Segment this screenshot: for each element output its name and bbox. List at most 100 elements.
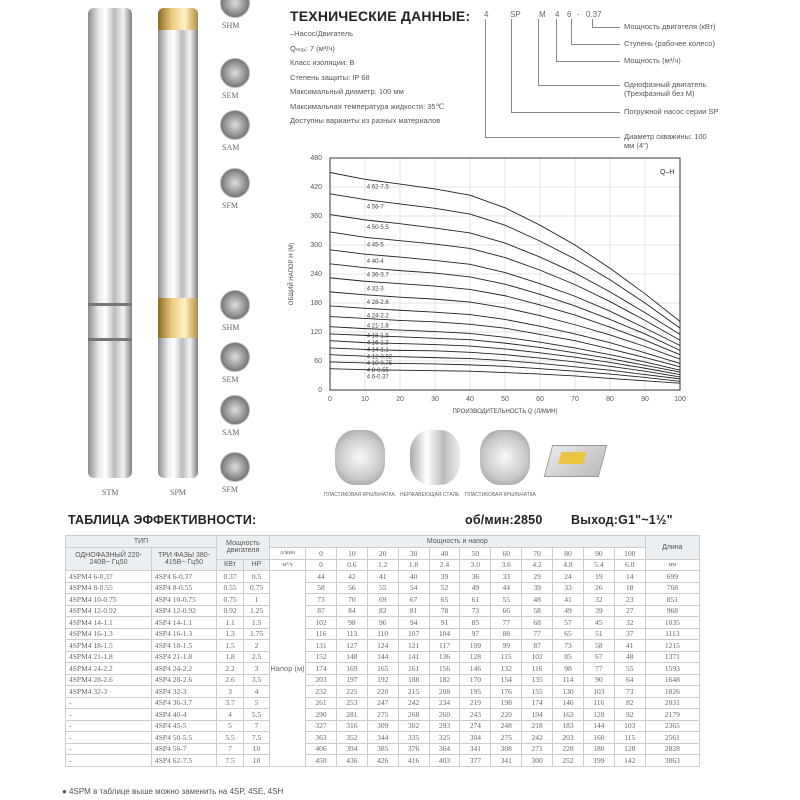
head-value: 127	[335, 639, 368, 652]
head-value: 234	[428, 696, 461, 709]
head-value: 243	[459, 708, 492, 721]
head-value: 29	[521, 570, 553, 583]
x-tick-label: 30	[431, 396, 439, 403]
head-value: 327	[305, 719, 337, 732]
head-value: 192	[366, 673, 399, 686]
head-value: 148	[335, 650, 368, 663]
head-value: 77	[490, 616, 523, 629]
head-value: 426	[366, 754, 399, 767]
x-tick-label: 80	[606, 396, 614, 403]
footnote: ● 4SPM в таблице выше можно заменить на …	[62, 787, 284, 796]
head-value: 128	[459, 650, 492, 663]
model-single-phase: 4SPM4 21-1.8	[65, 650, 152, 663]
feature-label-1: ПЛАСТИКОВАЯ КРЫЛЬЧАТКА	[324, 492, 395, 498]
head-value: 293	[428, 719, 461, 732]
head-value: 64	[613, 673, 646, 686]
x-tick-label: 60	[536, 396, 544, 403]
model-single-phase: 4SPM4 32-3	[65, 685, 152, 698]
power-kw: 1.3	[216, 627, 244, 640]
series-label: 4 24-2.2	[367, 313, 390, 319]
series-line	[329, 249, 681, 346]
power-kw: 3	[216, 685, 244, 698]
series-line	[329, 354, 681, 380]
table-row: 4SPM4 6-0.37 4SP4 6-0.37 0.37 0.5 Напор (м) 4…	[65, 570, 701, 767]
tech-title: ТЕХНИЧЕСКИЕ ДАННЫЕ:	[290, 8, 471, 24]
performance-table: ТИП Мощность двигателя Мощность и напор Дли…	[65, 535, 701, 767]
head-value: 115	[613, 731, 646, 744]
x-tick-label: 90	[641, 396, 649, 403]
head-value: 341	[459, 742, 492, 755]
flow-m3h: 4.2	[521, 558, 553, 571]
head-value: 73	[305, 593, 337, 606]
code-description: Мощность двигателя (кВт)	[624, 22, 716, 31]
header-hp: HP	[243, 558, 270, 571]
table-row: -4SP4 62-7.5 7.5 10 450 436 426 416 403 377 341 30…	[65, 754, 701, 767]
head-value: 52	[428, 581, 461, 594]
power-hp: 7.5	[243, 731, 270, 744]
y-tick-label: 0	[318, 387, 322, 394]
table-row: -4SP4 40-4 4 5.5 290 281 275 268 260 243 220 194 16…	[65, 708, 701, 721]
length-mm: 2828	[644, 742, 701, 755]
x-tick-label: 20	[396, 396, 404, 403]
head-value: 325	[428, 731, 461, 744]
head-value: 78	[428, 604, 461, 617]
y-tick-label: 240	[310, 271, 322, 278]
series-label: 4 62-7.5	[367, 184, 390, 190]
head-value: 55	[366, 581, 399, 594]
head-value: 91	[428, 616, 461, 629]
table-row: 4SPM4 16-1.3 4SP4 16-1.3 1.3 1.75 116 113 110 1…	[65, 627, 701, 640]
x-tick-label: 10	[361, 396, 369, 403]
power-hp: 5	[243, 696, 270, 709]
series-line	[329, 326, 681, 371]
power-hp: 1	[243, 593, 270, 606]
head-value: 87	[521, 639, 553, 652]
head-value: 90	[582, 673, 615, 686]
power-hp: 0.5	[243, 570, 270, 583]
head-value: 156	[428, 662, 461, 675]
code-connector	[571, 19, 620, 45]
code-part: 4	[484, 10, 489, 19]
flow-m3h: 1.2	[366, 558, 399, 571]
head-value: 40	[397, 570, 430, 583]
head-value: 152	[305, 650, 337, 663]
head-value: 39	[428, 570, 461, 583]
table-row: 4SPM4 21-1.8 4SP4 21-1.8 1.8 2.5 152 148 144 14…	[65, 650, 701, 663]
power-hp: 4	[243, 685, 270, 698]
head-value: 58	[582, 639, 615, 652]
tech-line: –Насос/Двигатель	[290, 29, 353, 38]
series-label: 4 6-0.37	[367, 375, 390, 381]
power-hp: 5.5	[243, 708, 270, 721]
series-line	[329, 277, 681, 356]
head-value: 61	[459, 593, 492, 606]
head-value: 121	[397, 639, 430, 652]
header-single-phase: ОДНОФАЗНЫЙ 220-240В~ Гц50	[65, 547, 152, 571]
power-kw: 0.55	[216, 581, 244, 594]
series-label: 4 28-2.6	[367, 300, 390, 306]
head-value: 180	[582, 742, 615, 755]
header-row-m3h: КВт HP м³/ч 0 0.6 1.2 1.8 2.4 3.0 3.6 4.2 4.8 5.4 6.0…	[66, 558, 701, 571]
head-value: 41	[366, 570, 399, 583]
head-value: 182	[428, 673, 461, 686]
code-description: Погружной насос серии SP	[624, 107, 719, 116]
head-value: 39	[582, 604, 615, 617]
head-value: 65	[552, 627, 584, 640]
head-value: 281	[335, 708, 368, 721]
length-mm: 1371	[644, 650, 701, 663]
head-value: 109	[459, 639, 492, 652]
head-value: 103	[613, 719, 646, 732]
model-three-phase: 4SP4 24-2.2	[151, 662, 217, 675]
power-hp: 1.25	[243, 604, 270, 617]
header-length: Длина	[644, 535, 701, 560]
series-line	[329, 361, 681, 382]
model-three-phase: 4SP4 45-5	[151, 719, 217, 732]
y-tick-label: 300	[310, 242, 322, 249]
flow-lmin: 90	[582, 547, 615, 560]
code-part: 0.37	[586, 10, 602, 19]
model-single-phase: -	[65, 719, 152, 732]
x-tick-label: 40	[466, 396, 474, 403]
header-power: Мощность двигателя	[216, 535, 270, 560]
head-value: 116	[521, 662, 553, 675]
variant-label: SHM	[222, 21, 240, 30]
y-tick-label: 180	[310, 300, 322, 307]
model-single-phase: -	[65, 742, 152, 755]
